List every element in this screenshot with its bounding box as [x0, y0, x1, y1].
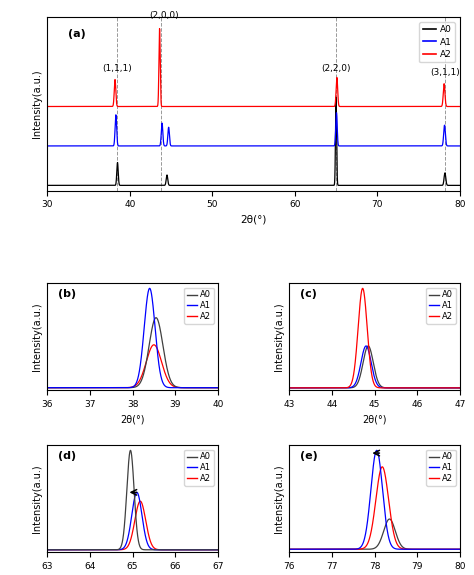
Text: (d): (d) [58, 451, 76, 461]
Text: (2,0,0): (2,0,0) [149, 12, 179, 20]
Y-axis label: Intensity(a.u.): Intensity(a.u.) [32, 302, 42, 371]
Text: (a): (a) [68, 29, 86, 39]
Y-axis label: Intensity(a.u.): Intensity(a.u.) [274, 465, 284, 533]
Text: (1,1,1): (1,1,1) [102, 64, 132, 73]
Text: (e): (e) [300, 451, 318, 461]
Legend: A0, A1, A2: A0, A1, A2 [184, 450, 214, 486]
Text: (b): (b) [58, 289, 76, 298]
X-axis label: 2θ(°): 2θ(°) [120, 414, 145, 424]
X-axis label: 2θ(°): 2θ(°) [240, 215, 267, 225]
Y-axis label: Intensity(a.u.): Intensity(a.u.) [274, 302, 284, 371]
Text: (2,2,0): (2,2,0) [321, 64, 351, 73]
Legend: A0, A1, A2: A0, A1, A2 [184, 288, 214, 324]
Legend: A0, A1, A2: A0, A1, A2 [426, 288, 456, 324]
Legend: A0, A1, A2: A0, A1, A2 [419, 22, 455, 62]
Legend: A0, A1, A2: A0, A1, A2 [426, 450, 456, 486]
Text: (c): (c) [300, 289, 317, 298]
X-axis label: 2θ(°): 2θ(°) [362, 414, 387, 424]
Text: (3,1,1): (3,1,1) [430, 68, 460, 78]
Y-axis label: Intensity(a.u.): Intensity(a.u.) [32, 465, 42, 533]
Y-axis label: Intensity(a.u.): Intensity(a.u.) [32, 70, 42, 138]
